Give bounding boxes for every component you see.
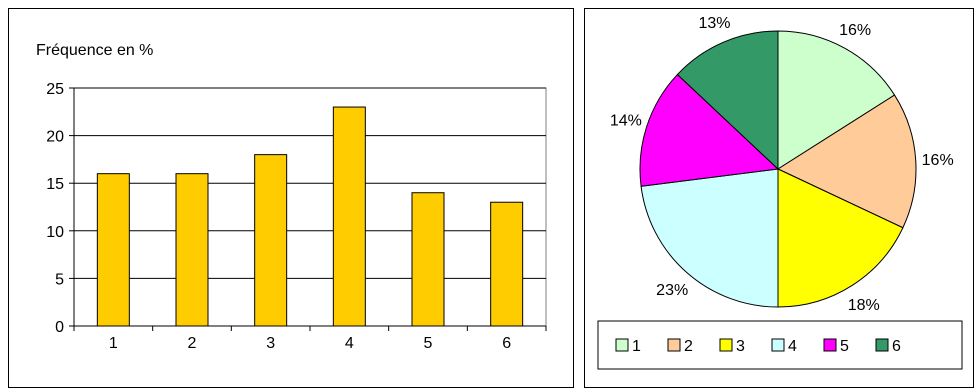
bar-y-tick-label: 25 <box>46 81 64 98</box>
pie-data-label: 16% <box>839 22 871 39</box>
pie-chart: 16% 16% 18% 23% 14% 13% 1 2 3 4 5 6 <box>597 15 963 370</box>
bar-series <box>96 106 524 327</box>
pie-slice <box>777 30 896 170</box>
pie-legend-swatch <box>771 338 785 352</box>
pie-data-label: 13% <box>698 15 730 32</box>
bar-y-tick-label: 15 <box>46 176 64 193</box>
bar <box>490 201 524 327</box>
bar-chart-ylabel: Fréquence en % <box>36 42 153 59</box>
pie-data-label: 16% <box>922 152 954 169</box>
pie-legend-swatch <box>667 338 681 352</box>
pie-legend-swatch <box>719 338 733 352</box>
bar-x-tick-label: 2 <box>188 335 197 352</box>
bar-y-tick-label: 0 <box>55 319 64 336</box>
bar-x-tick-label: 3 <box>266 335 275 352</box>
bar <box>254 154 288 327</box>
pie-legend-label: 1 <box>632 338 641 355</box>
pie-legend-label: 6 <box>892 338 901 355</box>
pie-legend-label: 4 <box>788 338 797 355</box>
pie-legend-swatch <box>823 338 837 352</box>
bar <box>332 106 366 327</box>
pie-slice <box>676 30 779 171</box>
pie-data-label: 23% <box>656 282 688 299</box>
bar <box>96 173 130 327</box>
pie-slice <box>640 168 779 308</box>
pie-legend-label: 5 <box>840 338 849 355</box>
pie-legend-swatch <box>615 338 629 352</box>
pie-legend-label: 3 <box>736 338 745 355</box>
pie-slice <box>776 94 917 229</box>
bar <box>175 173 209 327</box>
pie-legend-swatch <box>875 338 889 352</box>
bar-x-tick-label: 6 <box>502 335 511 352</box>
bar-y-axis: 0 5 10 15 20 25 <box>46 81 75 336</box>
bar-x-axis: 1 2 3 4 5 6 <box>73 325 547 352</box>
bar-plot-area <box>73 87 547 327</box>
pie-slices <box>639 30 917 308</box>
pie-legend: 1 2 3 4 5 6 <box>597 320 963 370</box>
pie-slice <box>777 168 904 308</box>
bar-chart: Fréquence en % 0 5 10 15 20 25 1 2 3 4 5 6 <box>36 42 547 352</box>
bar <box>411 192 445 327</box>
pie-legend-label: 2 <box>684 338 693 355</box>
bar-gridlines <box>74 87 546 279</box>
bar-x-tick-label: 1 <box>109 335 118 352</box>
bar-x-tick-label: 5 <box>424 335 433 352</box>
bar-y-tick-label: 5 <box>55 271 64 288</box>
pie-data-label: 14% <box>610 113 642 130</box>
pie-slice <box>639 73 780 187</box>
bar-y-tick-label: 20 <box>46 129 64 146</box>
bar-y-tick-label: 10 <box>46 224 64 241</box>
pie-data-label: 18% <box>848 297 880 314</box>
pie-data-labels: 16% 16% 18% 23% 14% 13% <box>610 15 954 314</box>
bar-x-tick-label: 4 <box>345 335 354 352</box>
